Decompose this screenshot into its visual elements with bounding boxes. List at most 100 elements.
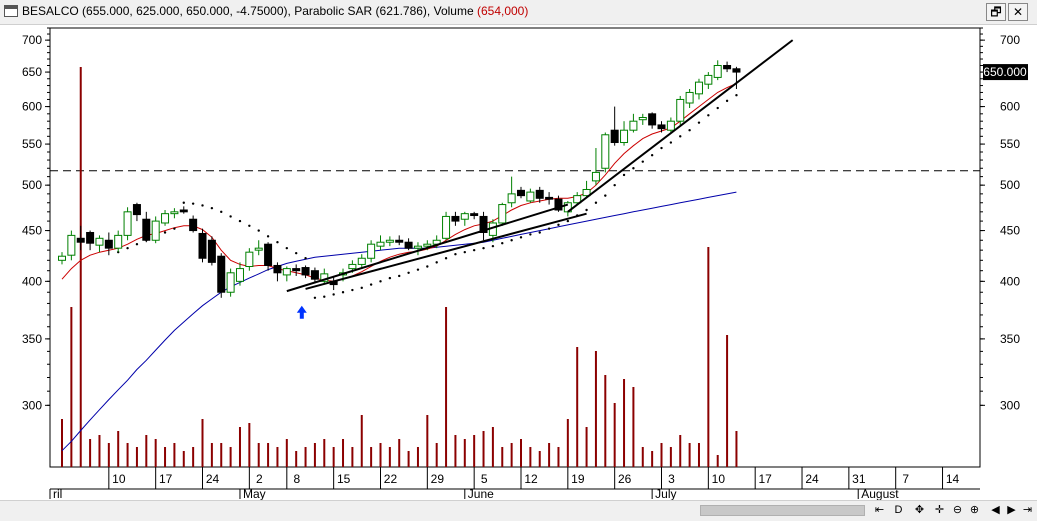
candle-body	[657, 124, 666, 130]
sar-dot	[257, 229, 260, 232]
candle-body	[189, 218, 198, 232]
candle	[413, 242, 422, 256]
candle	[245, 248, 254, 271]
sar-dot	[491, 244, 495, 248]
zoom-in-icon[interactable]	[968, 503, 981, 518]
sar-dot	[707, 114, 710, 117]
date-tick-label: 15	[337, 472, 351, 486]
period-daily-button[interactable]	[892, 503, 905, 518]
sar-dot	[135, 242, 139, 246]
scroll-to-end-icon[interactable]	[1021, 503, 1034, 518]
sar-dot	[697, 121, 701, 124]
candle-body	[114, 234, 123, 249]
candle	[217, 253, 226, 298]
sar-dot	[266, 235, 270, 238]
sar-dot	[547, 227, 551, 230]
date-tick-label: 17	[159, 472, 173, 486]
candle-body	[517, 189, 525, 197]
candle	[460, 211, 469, 226]
candle	[235, 262, 244, 286]
sar-dot	[210, 206, 214, 210]
right-price-label: 350	[1000, 332, 1020, 346]
candle-body	[498, 204, 507, 224]
date-tick-label: 22	[384, 472, 398, 486]
month-label: July	[655, 487, 676, 500]
candle	[376, 235, 385, 251]
candle	[161, 209, 170, 226]
candle-body	[395, 239, 404, 243]
date-tick-label: 24	[206, 472, 220, 486]
up-arrow-icon	[296, 305, 307, 319]
month-label: May	[243, 487, 266, 500]
restore-button[interactable]: 🗗	[986, 3, 1006, 21]
candle	[685, 88, 694, 109]
candle	[264, 242, 273, 271]
candle	[76, 225, 85, 251]
date-tick-label: 17	[759, 472, 773, 486]
horizontal-scrollbar[interactable]	[0, 500, 1037, 521]
left-price-label: 450	[22, 224, 42, 238]
date-tick-label: 12	[524, 472, 538, 486]
zoom-out-icon[interactable]	[951, 503, 964, 518]
candle	[732, 66, 741, 89]
sar-dot	[594, 201, 598, 204]
candle	[273, 262, 282, 282]
plot-area	[49, 27, 981, 468]
month-label: June	[468, 487, 494, 500]
trendline[interactable]	[567, 39, 794, 213]
window-title-volume: (654,000)	[476, 4, 529, 18]
candle-body	[132, 204, 141, 216]
left-price-label: 500	[22, 178, 42, 192]
sar-dot	[650, 153, 654, 157]
candle-body	[142, 218, 151, 241]
date-tick-label: 24	[805, 472, 819, 486]
sar-dot	[191, 202, 195, 205]
trendlines	[286, 39, 794, 319]
scroll-right-icon[interactable]	[1005, 503, 1018, 518]
candle-body	[170, 211, 179, 215]
sar-dot	[604, 194, 607, 197]
pan-icon[interactable]	[913, 503, 926, 518]
candle-body	[676, 98, 685, 122]
sar-dot	[669, 141, 673, 144]
candle-body	[582, 188, 591, 197]
crosshair-icon[interactable]	[933, 503, 946, 518]
candle	[601, 132, 610, 173]
candle	[638, 113, 647, 125]
scroll-left-icon[interactable]	[989, 503, 1002, 518]
candle	[582, 180, 591, 199]
sar-dot	[463, 250, 466, 254]
candle-body	[235, 268, 244, 282]
scrollbar-thumb[interactable]	[700, 505, 865, 516]
candle	[292, 264, 301, 276]
candle-body	[610, 129, 619, 144]
candle	[104, 232, 113, 256]
sar-dot	[557, 223, 560, 227]
candle	[132, 202, 141, 222]
candle	[591, 148, 600, 186]
month-label: August	[861, 487, 899, 500]
date-tick-label: 3	[668, 472, 675, 486]
price-chart[interactable]: 7007006506506006005505505005004504504004…	[0, 24, 1037, 500]
candle	[648, 112, 657, 129]
close-button[interactable]: ✕	[1008, 3, 1028, 21]
sar-dot	[360, 286, 363, 290]
candle	[95, 235, 104, 253]
candle	[517, 186, 525, 199]
sar-dot	[501, 242, 504, 245]
sar-dot	[220, 210, 223, 214]
date-tick-label: 10	[712, 472, 726, 486]
scroll-to-start-icon[interactable]	[873, 503, 886, 518]
trendline[interactable]	[305, 212, 587, 290]
sar-dot	[173, 227, 176, 230]
candle	[301, 265, 310, 279]
trendline[interactable]	[286, 203, 569, 293]
candle-body	[217, 255, 226, 293]
sar-dot	[351, 288, 354, 292]
left-price-label: 350	[22, 332, 42, 346]
date-tick-label: 5	[481, 472, 488, 486]
left-price-label: 650	[22, 65, 42, 79]
sar-dot	[369, 283, 373, 286]
candle	[58, 252, 66, 265]
